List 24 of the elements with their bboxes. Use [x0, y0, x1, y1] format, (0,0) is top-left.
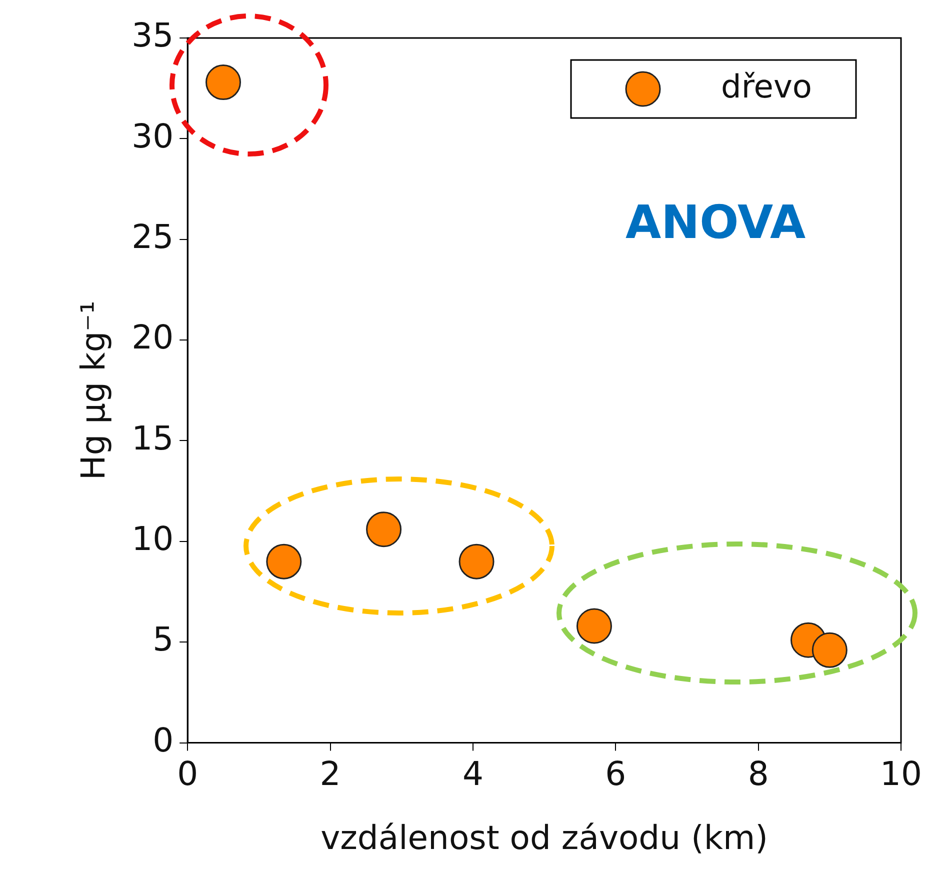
- annotation: ANOVA: [625, 194, 806, 249]
- point: [458, 544, 494, 580]
- y-tick-label: 35: [132, 16, 174, 55]
- x-tick-label: 2: [320, 754, 341, 794]
- point: [576, 608, 612, 644]
- y-tick-label: 25: [132, 216, 174, 256]
- point: [366, 512, 402, 548]
- y-tick-label: 5: [152, 620, 174, 659]
- x-tick-label: 10: [880, 754, 922, 794]
- legend-label: dřevo: [721, 67, 812, 106]
- point: [812, 632, 848, 668]
- y-tick-label: 20: [132, 318, 174, 357]
- y-tick-label: 15: [132, 418, 174, 458]
- point: [266, 544, 302, 580]
- y-tick-label: 0: [152, 720, 174, 760]
- x-tick-label: 8: [748, 754, 769, 794]
- y-tick-label: 10: [132, 519, 174, 558]
- x-tick-label: 6: [605, 754, 626, 794]
- x-axis-title: vzdálenost od závodu (km): [320, 818, 768, 857]
- y-tick-label: 30: [132, 116, 174, 156]
- x-tick-label: 0: [177, 754, 198, 794]
- x-tick-label: 4: [462, 754, 484, 794]
- point: [206, 64, 242, 100]
- y-axis-title: Hg µg kg⁻¹: [73, 300, 112, 480]
